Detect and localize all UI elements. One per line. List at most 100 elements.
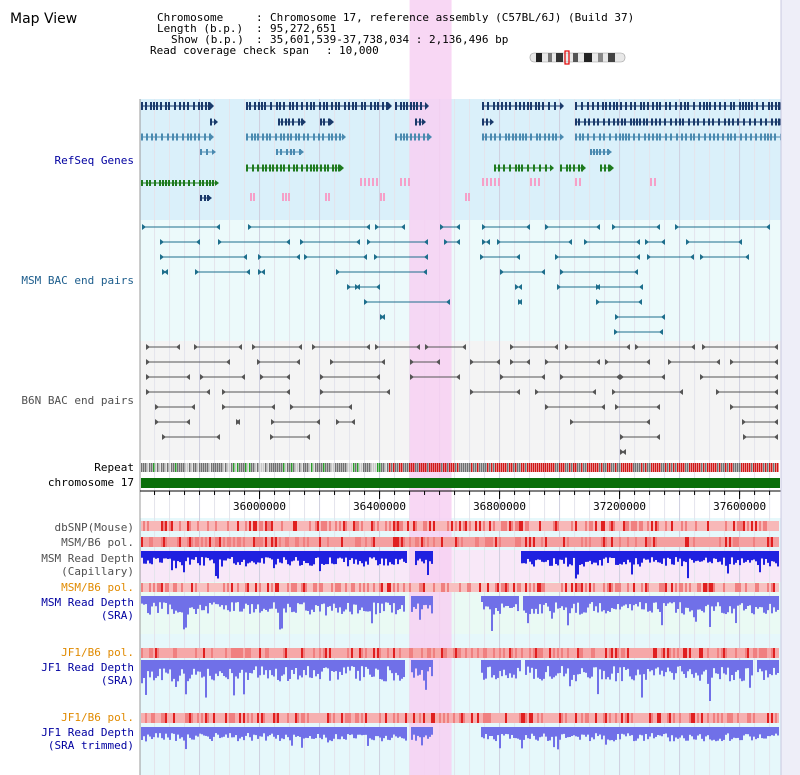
read-depth-bar: [221, 551, 223, 567]
polymorphism-cell: [365, 583, 367, 592]
polymorphism-cell: [607, 537, 609, 547]
chromosome-ideogram[interactable]: [529, 50, 626, 65]
polymorphism-cell: [635, 537, 637, 547]
read-depth-bar: [345, 660, 347, 674]
polymorphism-cell: [621, 648, 623, 658]
polymorphism-cell: [521, 583, 523, 592]
bac-end-marker: [160, 239, 164, 245]
polymorphism-cell: [443, 521, 445, 531]
read-depth-bar: [741, 596, 743, 604]
track-label-dbsnp[interactable]: dbSNP(Mouse): [55, 521, 134, 534]
polymorphism-cell: [679, 583, 681, 592]
polymorphism-cell: [673, 521, 675, 531]
read-depth-bar: [427, 727, 429, 739]
polymorphism-cell: [185, 537, 187, 547]
polymorphism-cell: [155, 648, 157, 658]
read-depth-bar: [155, 596, 157, 607]
polymorphism-cell: [357, 713, 359, 723]
repeat-element: [209, 463, 211, 472]
polymorphism-cell: [289, 648, 291, 658]
gene-exon: [313, 133, 315, 141]
gene-exon: [335, 102, 337, 110]
track-label-refseq[interactable]: RefSeq Genes: [55, 154, 134, 167]
gene-pink-mark: [538, 178, 540, 186]
read-depth-bar: [549, 596, 551, 612]
gene-strand-arrow: [550, 164, 554, 172]
bac-end-marker: [216, 224, 220, 230]
read-depth-bar: [199, 596, 201, 605]
polymorphism-cell: [609, 521, 611, 531]
bac-end-marker: [615, 314, 619, 320]
read-depth-bar: [773, 660, 775, 668]
polymorphism-cell: [249, 648, 251, 658]
polymorphism-cell: [669, 648, 671, 658]
polymorphism-cell: [661, 713, 663, 723]
gene-exon: [685, 133, 687, 141]
track-label-repeat[interactable]: Repeat: [94, 461, 134, 474]
read-depth-bar: [507, 596, 509, 606]
polymorphism-cell: [155, 537, 157, 547]
selected-region-highlight[interactable]: [409, 0, 452, 775]
track-label-chromosome[interactable]: chromosome 17: [48, 476, 134, 489]
read-depth-bar: [629, 660, 631, 677]
polymorphism-cell: [465, 583, 467, 592]
polymorphism-cell: [497, 648, 499, 658]
read-depth-bar: [677, 596, 679, 609]
repeat-element: [665, 463, 667, 472]
gene-exon: [416, 102, 418, 110]
read-depth-bar: [259, 727, 261, 737]
read-depth-bar: [311, 727, 313, 739]
read-depth-bar: [639, 596, 641, 603]
polymorphism-cell: [513, 713, 515, 723]
polymorphism-cell: [467, 537, 469, 547]
bac-end-marker: [496, 359, 500, 365]
polymorphism-cell: [235, 648, 237, 658]
polymorphism-cell: [665, 521, 667, 531]
repeat-element: [571, 463, 573, 472]
polymorphism-cell: [491, 583, 493, 592]
gene-exon: [578, 164, 580, 172]
right-scroll-strip[interactable]: [781, 0, 800, 775]
polymorphism-cell: [471, 521, 473, 531]
gene-exon: [179, 102, 181, 110]
read-depth-bar: [143, 727, 145, 737]
polymorphism-cell: [321, 583, 323, 592]
track-label-jf1-depth-sra[interactable]: JF1 Read Depth: [41, 661, 134, 674]
read-depth-bar: [381, 596, 383, 604]
gene-exon: [684, 102, 686, 110]
gene-exon: [665, 133, 667, 141]
gene-exon: [652, 102, 654, 110]
read-depth-bar: [335, 727, 337, 735]
polymorphism-cell: [377, 648, 379, 658]
track-label-msm-b6-pol-2[interactable]: MSM/B6 pol.: [61, 581, 134, 594]
track-label-jf1-b6-pol-1[interactable]: JF1/B6 pol.: [61, 646, 134, 659]
track-label-b6n-bac[interactable]: B6N BAC end pairs: [21, 394, 134, 407]
read-depth-bar: [567, 596, 569, 626]
read-depth-bar: [557, 727, 559, 750]
track-label-msm-bac[interactable]: MSM BAC end pairs: [21, 274, 134, 287]
polymorphism-cell: [289, 537, 291, 547]
polymorphism-cell: [395, 583, 397, 592]
read-depth-bar: [241, 596, 243, 612]
track-label-jf1-depth-trim[interactable]: JF1 Read Depth: [41, 726, 134, 739]
track-label-msm-depth-sra[interactable]: MSM Read Depth: [41, 596, 134, 609]
polymorphism-cell: [461, 537, 463, 547]
read-depth-bar: [503, 727, 505, 736]
gene-exon: [639, 118, 641, 126]
track-label-msm-b6-pol-1[interactable]: MSM/B6 pol.: [61, 536, 134, 549]
track-label-msm-depth-cap[interactable]: MSM Read Depth: [41, 552, 134, 565]
track-label-jf1-b6-pol-2[interactable]: JF1/B6 pol.: [61, 711, 134, 724]
polymorphism-cell: [321, 648, 323, 658]
read-depth-bar: [257, 596, 259, 605]
read-depth-bar: [187, 727, 189, 735]
polymorphism-cell: [467, 648, 469, 658]
read-depth-bar: [293, 727, 295, 735]
polymorphism-cell: [337, 521, 339, 531]
bac-end-marker: [700, 374, 704, 380]
polymorphism-cell: [759, 648, 761, 658]
repeat-element: [333, 463, 335, 472]
read-depth-bar: [377, 596, 379, 604]
polymorphism-cell: [775, 583, 777, 592]
read-depth-bar: [605, 660, 607, 680]
polymorphism-cell: [567, 648, 569, 658]
